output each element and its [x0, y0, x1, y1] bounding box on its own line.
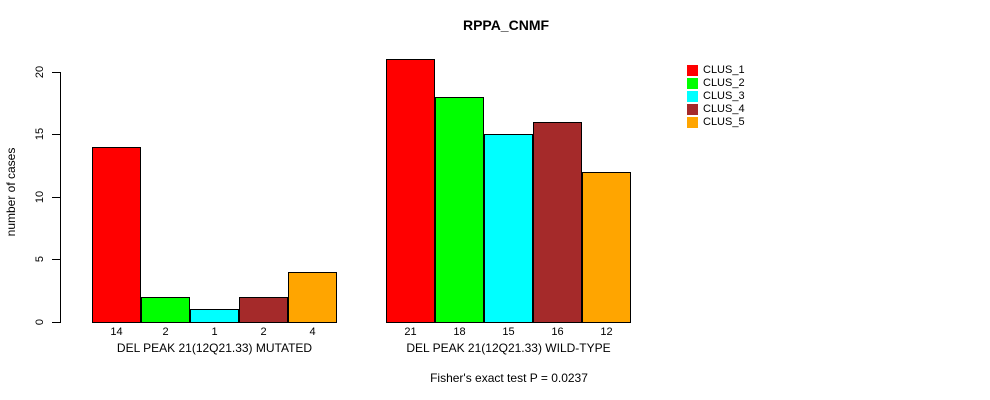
y-axis-label: number of cases: [4, 147, 18, 237]
bar-value-label: 14: [110, 326, 123, 338]
legend-swatch-clus_3: [687, 91, 698, 102]
bar-value-label: 12: [600, 326, 613, 338]
y-axis-tick: [52, 197, 60, 198]
bar-clus_5-group2: [582, 172, 631, 323]
bar-clus_3-group1: [190, 309, 239, 323]
category-label: DEL PEAK 21(12Q21.33) MUTATED: [116, 341, 313, 355]
y-axis-tick: [52, 72, 60, 73]
y-axis-line: [60, 72, 61, 323]
bar-clus_1-group1: [92, 147, 141, 323]
y-tick-label: 5: [34, 255, 46, 263]
y-tick-label: 0: [34, 318, 46, 326]
y-tick-label: 20: [34, 65, 46, 79]
bar-clus_4-group1: [239, 297, 288, 323]
bar-value-label: 2: [162, 326, 169, 338]
legend-swatch-clus_2: [687, 78, 698, 89]
legend-label-clus_3: CLUS_3: [703, 90, 745, 102]
legend-label-clus_1: CLUS_1: [703, 64, 745, 76]
bar-value-label: 1: [211, 326, 218, 338]
y-axis-tick: [52, 322, 60, 323]
y-axis-tick: [52, 259, 60, 260]
y-tick-label: 15: [34, 127, 46, 141]
bar-clus_1-group2: [386, 59, 435, 323]
y-axis-tick: [52, 134, 60, 135]
bar-clus_4-group2: [533, 122, 582, 323]
chart-title: RPPA_CNMF: [462, 17, 550, 33]
legend-swatch-clus_1: [687, 65, 698, 76]
bar-clus_2-group1: [141, 297, 190, 323]
legend-label-clus_2: CLUS_2: [703, 77, 745, 89]
legend-swatch-clus_4: [687, 104, 698, 115]
legend-label-clus_5: CLUS_5: [703, 116, 745, 128]
category-label: DEL PEAK 21(12Q21.33) WILD-TYPE: [406, 341, 611, 355]
bar-clus_3-group2: [484, 134, 533, 323]
bar-value-label: 16: [551, 326, 564, 338]
bar-clus_5-group1: [288, 272, 337, 323]
legend-label-clus_4: CLUS_4: [703, 103, 745, 115]
bar-clus_2-group2: [435, 97, 484, 323]
y-tick-label: 10: [34, 190, 46, 204]
fisher-test-note: Fisher's exact test P = 0.0237: [430, 371, 588, 385]
bar-value-label: 15: [502, 326, 515, 338]
bar-value-label: 4: [309, 326, 316, 338]
legend-swatch-clus_5: [687, 117, 698, 128]
bar-value-label: 21: [404, 326, 417, 338]
bar-value-label: 18: [453, 326, 466, 338]
bar-value-label: 2: [260, 326, 267, 338]
